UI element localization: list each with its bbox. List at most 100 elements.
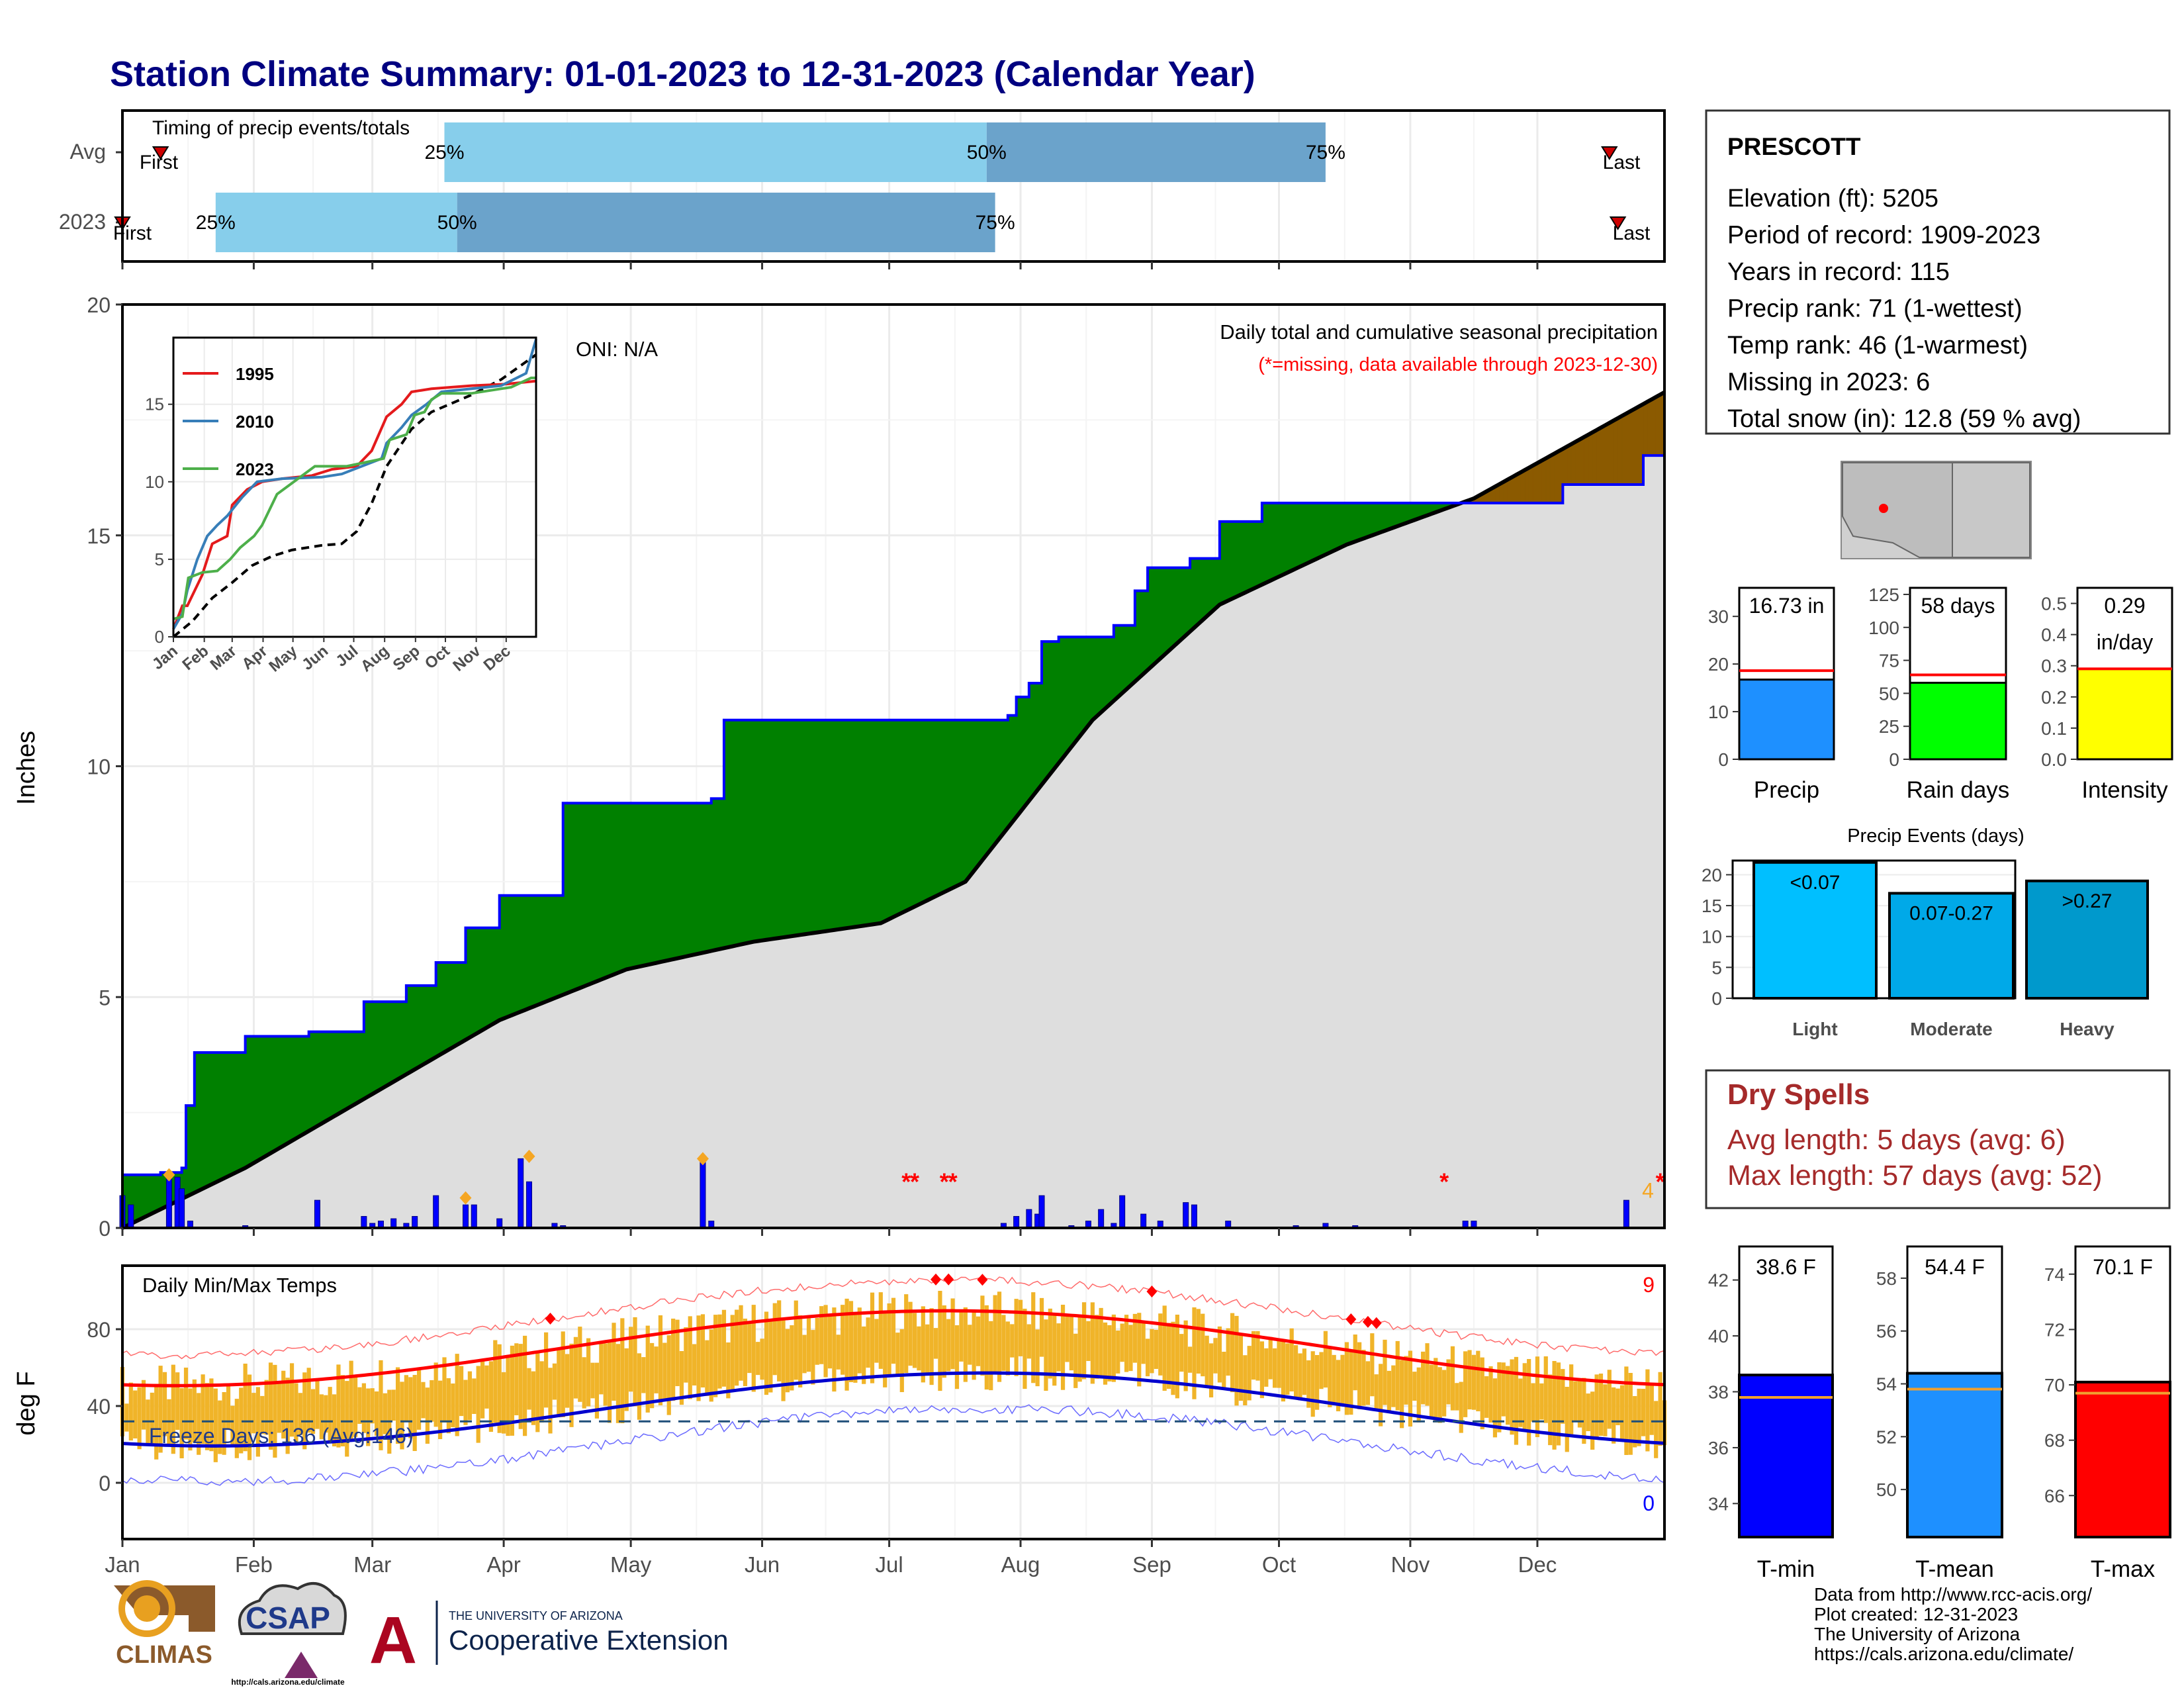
climas-logo-shape [114,1585,215,1632]
missing-day-marker: * [1439,1168,1449,1195]
events-y-tick-label: 15 [1702,896,1722,916]
inset-y-tick-label: 5 [155,549,164,569]
inset-avg-line [172,353,537,638]
snow-diamond-marker [163,1168,175,1182]
temp-bar-y-tick-label: 70 [2044,1375,2065,1395]
rain-days-value-bar [1909,681,2007,761]
missing-day-marker: * [948,1168,958,1195]
record-high-marker [943,1273,954,1286]
first-event-label: First [140,152,179,173]
rain-days-y-tick-label: 75 [1879,651,1899,671]
new-mexico-shape [1952,462,2030,558]
intensity-y-tick-label: 0.2 [2041,687,2067,708]
timing-p50-label: 50% [437,212,477,234]
daily-precip-bar [1119,1195,1126,1229]
daily-precip-bar [433,1195,439,1229]
intensity-y-tick-label: 0.5 [2041,594,2067,614]
daily-precip-bar [471,1204,477,1229]
daily-precip-bar [1140,1213,1147,1229]
missing-day-marker: * [910,1168,919,1195]
record-high-marker [977,1274,988,1286]
missing-day-marker: * [901,1168,911,1195]
rain-days-y-tick-label: 25 [1879,716,1899,737]
temp-bar-y-tick-label: 54 [1876,1374,1897,1395]
precip-y-tick-label: 0 [99,1217,111,1241]
rain-days-y-tick-label: 0 [1889,749,1899,770]
events-title: Precip Events (days) [1847,825,2025,847]
temp-y-axis-label: deg F [13,1371,40,1435]
precip-total-y-tick-label: 10 [1708,702,1729,722]
record-high-marker [1371,1317,1382,1329]
temp-bar-y-tick-label: 68 [2044,1430,2065,1451]
rain-days-y-tick-label: 100 [1868,618,1899,638]
temp-y-tick-label: 40 [87,1395,111,1419]
csap-logo-cloud [238,1582,347,1635]
inset-panel [172,336,537,638]
intensity-value-label: in/day [2097,630,2153,654]
event-category-label: Light [1792,1019,1837,1039]
station-info-line: Total snow (in): 12.8 (59 % avg) [1727,405,2081,433]
inset-legend-label: 2010 [236,412,274,432]
daily-precip-bar [390,1218,397,1229]
csap-logo-mountain [285,1652,318,1678]
inset-y-tick-label: 10 [145,472,164,492]
daily-precip-bar [1013,1216,1020,1229]
precip-total-y-tick-label: 30 [1708,606,1729,627]
month-tick-label: Oct [1262,1552,1296,1577]
timing-p25-label: 25% [424,142,464,164]
precip-missing-note: (*=missing, data available through 2023-… [1258,354,1658,375]
timing-bar [457,193,995,252]
events-y-tick-label: 20 [1702,865,1722,885]
station-info-line: Precip rank: 71 (1-wettest) [1727,295,2023,323]
daily-precip-bar [361,1216,367,1229]
month-tick-label: Jan [105,1552,140,1577]
timing-bar [444,122,987,182]
freeze-days-label: Freeze Days: 136 (Avg:146) [149,1424,414,1448]
normal-min-line [122,1371,1665,1448]
last-event-label: Last [1613,222,1651,244]
precip-panel-title: Daily total and cumulative seasonal prec… [1220,320,1658,344]
event-bar-label: <0.07 [1790,872,1841,894]
daily-precip-bar [179,1188,185,1229]
precip-y-tick-label: 10 [87,755,111,779]
daily-precip-bar [700,1158,706,1229]
missing-day-marker: * [940,1168,949,1195]
temp-bar-axis-label: T-max [2091,1556,2156,1582]
timing-p25-label: 25% [196,212,236,234]
daily-precip-bar [526,1181,533,1229]
month-tick-label: Aug [1001,1552,1040,1577]
ua-logo-big-text: Cooperative Extension [449,1624,729,1656]
temp-bar-value-label: 70.1 F [2093,1255,2153,1279]
credit-line: Data from http://www.rcc-acis.org/ [1814,1584,2092,1605]
oni-label: ONI: N/A [576,338,658,361]
precip-flag-count: 4 [1642,1179,1654,1203]
last-event-label: Last [1603,152,1641,173]
temp-bar-y-tick-label: 50 [1876,1479,1897,1500]
month-tick-label: Jun [745,1552,780,1577]
credit-line: Plot created: 12-31-2023 [1814,1604,2018,1624]
last-event-marker [1609,216,1627,230]
temp-bar-y-tick-label: 40 [1708,1326,1729,1346]
daily-precip-bar [462,1204,469,1229]
temp-bar-t-max [2074,1380,2171,1539]
precip-total-value-bar [1738,679,1835,761]
intensity-y-tick-label: 0.3 [2041,656,2067,677]
month-tick-label: May [610,1552,652,1577]
daily-precip-bar [1038,1195,1045,1229]
timing-title: Timing of precip events/totals [152,117,410,139]
daily-precip-bar [518,1158,524,1229]
timing-bar [215,193,457,252]
precip-y-tick-label: 15 [87,524,111,548]
temp-bar-y-tick-label: 56 [1876,1321,1897,1342]
inset-border [172,336,537,638]
record-high-line [122,1276,1665,1360]
timing-row-label: Avg [69,140,106,164]
missing-day-marker: * [1656,1168,1665,1195]
temp-bar-y-tick-label: 72 [2044,1319,2065,1340]
station-info-line: Elevation (ft): 5205 [1727,185,1938,212]
snow-diamond-marker [459,1191,472,1205]
temp-bar-value-label: 38.6 F [1756,1255,1816,1279]
timing-p75-label: 75% [976,212,1015,234]
temp-bar-y-tick-label: 74 [2044,1264,2065,1285]
temp-y-tick-label: 80 [87,1318,111,1342]
